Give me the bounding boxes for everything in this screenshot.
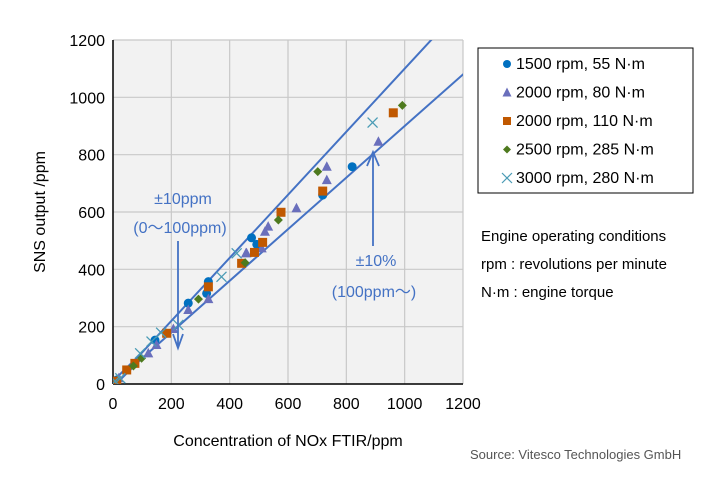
y-tick-label: 600 bbox=[78, 205, 105, 222]
x-tick-label: 1200 bbox=[445, 396, 481, 413]
x-tick-label: 400 bbox=[216, 396, 243, 413]
data-point-triangle bbox=[259, 226, 270, 236]
data-point-circle bbox=[347, 162, 357, 172]
data-point-triangle bbox=[373, 136, 384, 146]
data-point-square bbox=[122, 365, 132, 375]
legend-label: 3000 rpm, 280 N·m bbox=[516, 170, 654, 187]
legend-square-icon bbox=[503, 117, 511, 125]
data-point-triangle bbox=[151, 339, 162, 350]
data-point-x bbox=[114, 372, 126, 384]
data-point-square bbox=[388, 108, 398, 118]
data-point-square bbox=[203, 282, 213, 292]
legend-label: 2500 rpm, 285 N·m bbox=[516, 142, 654, 159]
data-point-triangle bbox=[256, 242, 267, 253]
data-point-square bbox=[249, 247, 259, 257]
annotation-10ppm-range: (0～100ppm) bbox=[133, 220, 226, 237]
legend-label: 2000 rpm, 80 N·m bbox=[516, 85, 645, 102]
legend-triangle-icon bbox=[502, 87, 512, 97]
data-point-triangle bbox=[321, 161, 332, 171]
y-tick-label: 400 bbox=[78, 262, 105, 279]
legend: 1500 rpm, 55 N·m 2000 rpm, 80 N·m 2000 rpm… bbox=[477, 47, 694, 194]
data-point-x bbox=[134, 347, 146, 359]
annotation-10pct-range: (100ppm～) bbox=[332, 284, 416, 301]
data-point-square bbox=[258, 237, 268, 247]
tolerance-lines bbox=[113, 40, 463, 384]
x-tick-label: 600 bbox=[275, 396, 302, 413]
x-tick-label: 0 bbox=[109, 396, 118, 413]
legend-label: 2000 rpm, 110 N·m bbox=[516, 113, 653, 130]
y-tick-label: 200 bbox=[78, 320, 105, 337]
data-point-x bbox=[231, 247, 243, 259]
data-point-diamond bbox=[240, 258, 250, 268]
legend-box bbox=[477, 47, 694, 194]
x-axis-label: Concentration of NOx FTIR/ppm bbox=[173, 433, 402, 450]
y-tick-label: 800 bbox=[78, 148, 105, 165]
data-point-x bbox=[155, 327, 167, 339]
data-point-diamond bbox=[128, 361, 138, 371]
data-point-triangle bbox=[241, 247, 252, 258]
note-rpm: rpm : revolutions per minute bbox=[481, 256, 667, 273]
data-point-triangle bbox=[203, 293, 214, 304]
data-point-triangle bbox=[321, 174, 332, 185]
data-point-x bbox=[367, 117, 379, 129]
y-tick-label: 1000 bbox=[69, 90, 105, 107]
series-diamond bbox=[128, 100, 407, 371]
legend-circle-icon bbox=[503, 60, 511, 68]
data-point-triangle bbox=[263, 221, 274, 231]
data-point-square bbox=[162, 328, 172, 338]
data-point-square bbox=[276, 207, 286, 217]
x-tick-label: 1000 bbox=[387, 396, 423, 413]
annotation-10ppm: ±10ppm bbox=[154, 191, 212, 208]
data-point-diamond bbox=[397, 100, 407, 110]
data-point-x bbox=[146, 336, 157, 348]
legend-diamond-icon bbox=[503, 145, 511, 154]
data-point-diamond bbox=[193, 294, 203, 304]
source-credit: Source: Vitesco Technologies GmbH bbox=[470, 447, 682, 462]
y-tick-label: 0 bbox=[96, 377, 105, 394]
data-point-circle bbox=[247, 233, 257, 243]
legend-x-icon bbox=[501, 172, 513, 184]
data-point-square bbox=[113, 376, 122, 384]
data-point-x bbox=[216, 271, 227, 283]
data-point-triangle bbox=[291, 202, 302, 213]
series-x bbox=[113, 117, 379, 384]
arrow-10ppm bbox=[172, 241, 184, 351]
arrow-10pct bbox=[366, 149, 380, 246]
legend-label: 1500 rpm, 55 N·m bbox=[516, 56, 645, 73]
note-torque: N·m : engine torque bbox=[481, 284, 614, 301]
data-point-diamond bbox=[313, 167, 323, 177]
data-point-triangle bbox=[143, 347, 154, 358]
data-point-circle bbox=[183, 298, 193, 308]
data-point-diamond bbox=[273, 215, 283, 225]
annotation-10pct: ±10% bbox=[356, 253, 397, 270]
x-tick-label: 200 bbox=[158, 396, 185, 413]
data-point-square bbox=[318, 186, 328, 196]
data-point-diamond bbox=[137, 353, 147, 363]
note-conditions: Engine operating conditions bbox=[481, 228, 667, 245]
y-tick-label: 1200 bbox=[69, 33, 105, 50]
data-point-x bbox=[113, 375, 121, 384]
y-axis-label: SNS output /ppm bbox=[32, 151, 49, 273]
x-tick-label: 800 bbox=[333, 396, 360, 413]
data-point-triangle bbox=[183, 304, 194, 315]
